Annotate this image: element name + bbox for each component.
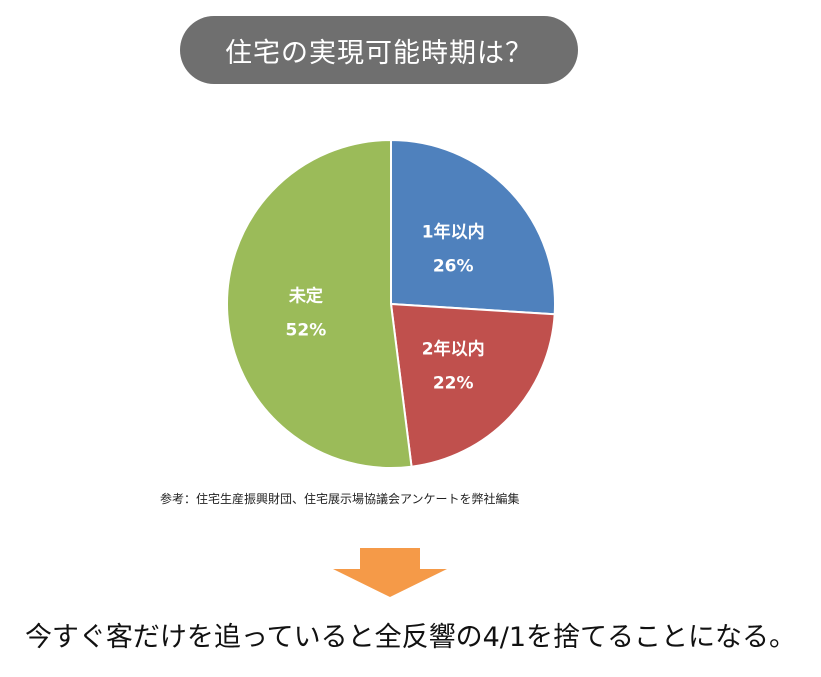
pie-slice-label-2: 未定	[288, 285, 323, 306]
arrow-shaft	[360, 548, 420, 570]
pie-slice-0	[390, 138, 556, 316]
pie-slice-2	[226, 138, 413, 469]
pie-slice-value-1: 22%	[433, 373, 474, 393]
page-title: 住宅の実現可能時期は？	[180, 16, 578, 84]
conclusion-text: 今すぐ客だけを追っていると全反響の4/1を捨てることになる。	[24, 622, 797, 653]
source-note: 参考：住宅生産振興財団、住宅展示場協議会アンケートを弊社編集	[160, 492, 520, 506]
page-title-text: 住宅の実現可能時期は？	[225, 37, 533, 69]
pie-slice-label-0: 1年以内	[422, 222, 485, 243]
pie-slice-value-2: 52%	[286, 320, 327, 340]
pie-slice-label-1: 2年以内	[422, 338, 485, 359]
arrow-head	[333, 569, 447, 597]
pie-slice-value-0: 26%	[433, 257, 474, 277]
pie-slice-1	[389, 302, 556, 468]
